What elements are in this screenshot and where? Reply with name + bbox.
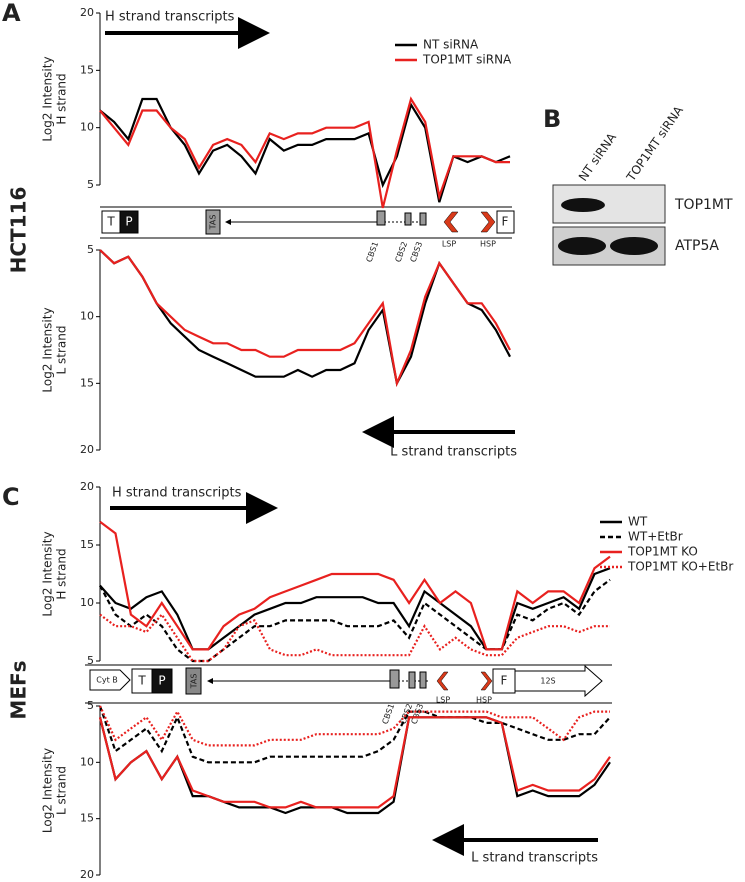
series-line xyxy=(99,249,511,388)
map-box xyxy=(185,667,202,695)
map-box xyxy=(404,212,412,226)
legend-label: TOP1MT KO+EtBr xyxy=(627,560,733,574)
y-axis-label: Log2 Intensity xyxy=(41,531,55,616)
y-axis-label: H strand xyxy=(55,73,69,124)
map-label: TAS xyxy=(209,215,218,231)
y-tick-label: 20 xyxy=(80,868,94,881)
y-tick-label: 5 xyxy=(87,654,94,667)
map-label: F xyxy=(501,674,508,688)
y-axis-label: Log2 Intensity xyxy=(41,307,55,392)
band xyxy=(558,237,606,255)
legend-label: WT xyxy=(628,515,648,529)
map-label: HSP xyxy=(476,696,492,705)
series-line xyxy=(99,612,610,663)
map-label: LSP xyxy=(442,240,457,249)
map-box xyxy=(389,669,400,689)
promoter xyxy=(480,671,493,691)
map-box xyxy=(205,209,221,235)
series-line xyxy=(99,97,511,203)
map-box xyxy=(514,664,603,698)
band xyxy=(561,198,605,212)
panel-label: C xyxy=(2,483,20,511)
row-label: TOP1MT xyxy=(674,197,733,213)
map-box xyxy=(151,668,173,694)
map-label: CBS1 xyxy=(381,702,397,725)
y-tick-label: 20 xyxy=(80,443,94,456)
y-tick-label: 5 xyxy=(87,178,94,191)
legend-label: NT siRNA xyxy=(423,38,479,52)
y-tick-label: 10 xyxy=(80,121,94,134)
band xyxy=(610,237,658,255)
map-label: P xyxy=(158,674,165,688)
lane-label: TOP1MT siRNA xyxy=(623,103,686,185)
series-line xyxy=(99,520,611,651)
promoter xyxy=(480,211,496,233)
map-box xyxy=(119,210,139,234)
promoter xyxy=(443,211,459,233)
y-tick-label: 15 xyxy=(80,812,94,825)
western-blot: NT siRNA TOP1MT siRNA TOP1MT ATP5A xyxy=(552,103,733,266)
annotation: L strand transcripts xyxy=(390,445,517,460)
cell-line: MEFs xyxy=(7,660,31,719)
series-line xyxy=(99,249,511,387)
y-tick-label: 10 xyxy=(80,310,94,323)
legend-label: TOP1MT KO xyxy=(627,545,698,559)
series-line xyxy=(99,578,611,663)
y-axis-label: Log2 Intensity xyxy=(41,748,55,833)
series-line xyxy=(98,716,611,809)
y-axis-label: Log2 Intensity xyxy=(41,56,55,141)
y-axis-label: L strand xyxy=(55,766,69,815)
y-tick-label: 10 xyxy=(80,755,94,768)
series-line xyxy=(98,705,611,764)
map-box xyxy=(496,210,515,234)
map-box xyxy=(419,212,427,226)
y-tick-label: 5 xyxy=(87,243,94,256)
map-label: HSP xyxy=(480,240,496,249)
y-tick-label: 15 xyxy=(80,376,94,389)
map-label: LSP xyxy=(436,696,451,705)
y-tick-label: 5 xyxy=(87,699,94,712)
gene-map: T P TAS CBS1 CBS2 CBS3 LSP HSP F xyxy=(100,206,515,263)
y-tick-label: 20 xyxy=(80,6,94,19)
legend-label: TOP1MT siRNA xyxy=(422,53,512,67)
map-label: 12S xyxy=(540,677,555,686)
cell-line: HCT116 xyxy=(7,187,31,274)
y-tick-label: 15 xyxy=(80,63,94,76)
map-box xyxy=(376,210,386,226)
map-label: T xyxy=(106,215,115,229)
map-label: CBS2 xyxy=(394,240,410,263)
map-label: CBS1 xyxy=(365,240,381,263)
series-line xyxy=(99,567,611,651)
series-line xyxy=(99,96,510,209)
map-label: P xyxy=(125,215,132,229)
legend-label: WT+EtBr xyxy=(628,530,683,544)
y-axis-label: L strand xyxy=(55,326,69,375)
row-label: ATP5A xyxy=(675,238,719,254)
map-label: T xyxy=(137,674,146,688)
map-label: CBS3 xyxy=(409,240,425,263)
lane-label: NT siRNA xyxy=(576,130,620,184)
map-box xyxy=(89,669,131,691)
annotation: H strand transcripts xyxy=(105,10,235,25)
map-box xyxy=(419,671,427,689)
y-tick-label: 15 xyxy=(80,538,94,551)
gene-map: Cyt B T P TAS CBS1 CBS2 CBS3 LSP HSP F 1… xyxy=(85,664,612,725)
panel-label: B xyxy=(543,105,561,133)
panel-label: A xyxy=(2,0,21,27)
y-axis-label: H strand xyxy=(55,548,69,599)
series-line xyxy=(99,705,610,747)
map-label: TAS xyxy=(190,674,199,690)
promoter xyxy=(436,671,449,691)
annotation: H strand transcripts xyxy=(112,486,242,501)
y-tick-label: 10 xyxy=(80,596,94,609)
y-tick-label: 20 xyxy=(80,480,94,493)
map-label: F xyxy=(502,215,509,229)
map-box xyxy=(408,671,416,689)
series-line xyxy=(98,716,611,815)
map-label: Cyt B xyxy=(96,676,118,685)
annotation: L strand transcripts xyxy=(471,851,598,866)
